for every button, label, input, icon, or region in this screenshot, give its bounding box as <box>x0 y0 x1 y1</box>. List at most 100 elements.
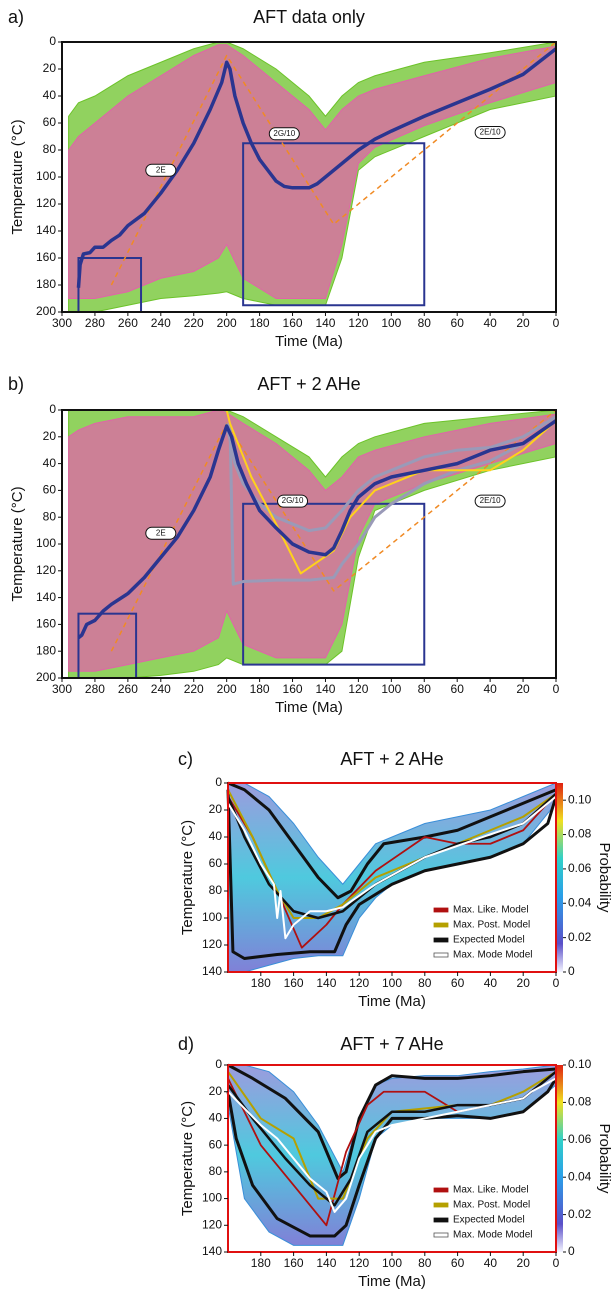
x-tick-label: 40 <box>484 976 498 990</box>
x-tick-label: 280 <box>85 316 105 330</box>
y2-tick-label: 0.08 <box>568 827 592 841</box>
y-tick-label: 0 <box>215 1057 222 1071</box>
y-tick-label: 80 <box>43 142 57 156</box>
panel-label: d) <box>178 1034 194 1054</box>
y2-tick-label: 0.10 <box>568 792 592 806</box>
annotation: 2G/10 <box>282 496 304 505</box>
x-tick-label: 240 <box>151 682 171 696</box>
x-tick-label: 300 <box>52 316 72 330</box>
x-tick-label: 100 <box>382 976 402 990</box>
x-tick-label: 140 <box>315 316 335 330</box>
x-axis-label: Time (Ma) <box>358 993 426 1010</box>
x-tick-label: 60 <box>451 1256 465 1270</box>
y-tick-label: 80 <box>43 509 57 523</box>
panel-label: c) <box>178 749 193 769</box>
series-line <box>76 47 558 288</box>
x-tick-label: 180 <box>250 316 270 330</box>
x-tick-label: 20 <box>517 1256 531 1270</box>
legend-label: Expected Model <box>453 1215 525 1226</box>
y-tick-label: 20 <box>43 61 57 75</box>
panel-label: b) <box>8 374 24 394</box>
annotation-bubble <box>268 127 300 141</box>
x-tick-label: 140 <box>316 976 336 990</box>
y2-tick-label: 0.02 <box>568 930 592 944</box>
y-tick-label: 120 <box>36 196 56 210</box>
y-tick-label: 180 <box>36 277 56 291</box>
y-tick-label: 40 <box>43 456 57 470</box>
x-tick-label: 140 <box>316 1256 336 1270</box>
annotation: 2E <box>156 165 166 174</box>
annotation-bubble <box>277 494 309 508</box>
series-line <box>227 795 557 940</box>
y-tick-label: 100 <box>202 1191 222 1205</box>
legend-label: Expected Model <box>453 935 525 946</box>
x-tick-label: 260 <box>118 682 138 696</box>
series-line <box>227 1063 557 1181</box>
x-tick-label: 60 <box>451 976 465 990</box>
y-tick-label: 40 <box>209 1111 223 1125</box>
x-tick-label: 60 <box>451 682 465 696</box>
x-tick-label: 120 <box>348 316 368 330</box>
y-tick-label: 0 <box>215 775 222 789</box>
y-tick-label: 140 <box>36 223 56 237</box>
annotation: 2E/10 <box>480 496 501 505</box>
legend-label: Max. Post. Model <box>453 920 530 931</box>
x-tick-label: 140 <box>315 682 335 696</box>
legend-swatch <box>433 1202 449 1208</box>
y-tick-label: 60 <box>209 1137 223 1151</box>
y-tick-label: 120 <box>202 1217 222 1231</box>
annotation-bubble <box>145 526 177 540</box>
y2-axis-label: Probability <box>596 1123 613 1194</box>
y-tick-label: 60 <box>209 856 223 870</box>
x-tick-label: 160 <box>283 316 303 330</box>
series-line <box>226 792 557 920</box>
y2-tick-label: 0.04 <box>568 895 592 909</box>
annotation-bubble <box>474 125 506 139</box>
y-tick-label: 80 <box>209 1164 223 1178</box>
x-tick-label: 300 <box>52 682 72 696</box>
constraint-box <box>242 142 426 307</box>
legend-label: Max. Post. Model <box>453 1200 530 1211</box>
y-tick-label: 80 <box>209 883 223 897</box>
x-tick-label: 80 <box>418 316 432 330</box>
x-axis-label: Time (Ma) <box>358 1273 426 1290</box>
y2-tick-label: 0.10 <box>568 1057 592 1071</box>
series-line <box>226 789 558 960</box>
x-tick-label: 80 <box>418 976 432 990</box>
y-tick-label: 60 <box>43 483 57 497</box>
legend-swatch <box>433 1232 449 1238</box>
y2-tick-label: 0.04 <box>568 1169 592 1183</box>
legend-swatch <box>433 1217 449 1223</box>
y-axis-label: Temperature (°C) <box>9 119 26 234</box>
y-tick-label: 200 <box>36 304 56 318</box>
x-axis-label: Time (Ma) <box>275 699 343 716</box>
x-tick-label: 260 <box>118 316 138 330</box>
x-tick-label: 40 <box>483 682 497 696</box>
x-tick-label: 0 <box>553 976 560 990</box>
legend-swatch <box>433 907 449 913</box>
x-tick-label: 100 <box>381 682 401 696</box>
x-tick-label: 80 <box>418 682 432 696</box>
y2-tick-label: 0 <box>568 964 575 978</box>
y-tick-label: 140 <box>202 964 222 978</box>
legend-swatch <box>433 1187 449 1193</box>
x-tick-label: 0 <box>553 1256 560 1270</box>
y-tick-label: 100 <box>202 910 222 924</box>
series-line <box>226 1077 558 1238</box>
y-tick-label: 20 <box>209 1084 223 1098</box>
chart-title: AFT + 2 AHe <box>340 749 443 769</box>
y-tick-label: 120 <box>36 563 56 577</box>
y-tick-label: 160 <box>36 250 56 264</box>
x-tick-label: 160 <box>283 682 303 696</box>
legend-swatch <box>433 922 449 928</box>
y-tick-label: 100 <box>36 536 56 550</box>
y-tick-label: 140 <box>202 1244 222 1258</box>
x-tick-label: 120 <box>349 1256 369 1270</box>
annotation: 2E <box>156 528 166 537</box>
x-tick-label: 180 <box>250 682 270 696</box>
series-line <box>227 1070 557 1200</box>
y2-axis-label: Probability <box>596 842 613 913</box>
legend-swatch <box>433 952 449 958</box>
annotation: 2E/10 <box>480 128 501 137</box>
